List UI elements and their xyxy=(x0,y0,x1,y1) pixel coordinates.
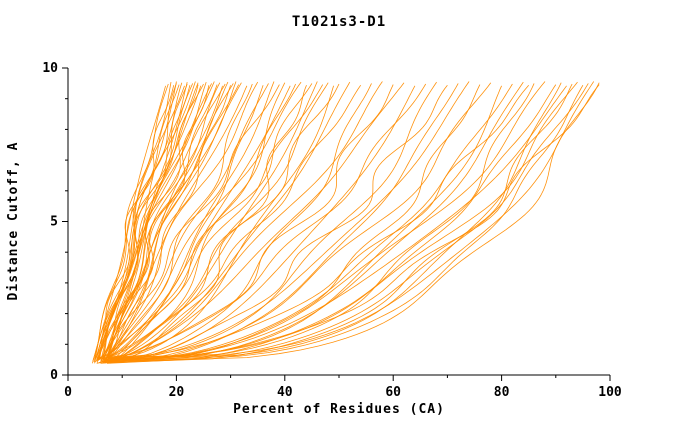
tick-label: 0 xyxy=(50,368,58,383)
tick-label: 40 xyxy=(277,385,293,400)
gdt-curve xyxy=(102,83,177,359)
gdt-curve xyxy=(112,81,578,359)
gdt-curve xyxy=(111,82,562,360)
gdt-curve xyxy=(93,84,180,363)
gdt-curve xyxy=(102,81,302,362)
tick-label: 5 xyxy=(50,215,58,230)
gdt-curve xyxy=(99,82,329,359)
gdt-curve xyxy=(105,85,334,360)
tick-label: 60 xyxy=(385,385,401,400)
gdt-curve xyxy=(92,83,194,362)
gdt-curve xyxy=(105,84,584,361)
gdt-curve xyxy=(94,83,212,364)
gdt-curve xyxy=(103,85,567,362)
gdt-curve xyxy=(98,81,215,360)
gdt-curve xyxy=(97,85,248,362)
tick-label: 20 xyxy=(169,385,185,400)
gdt-curve xyxy=(104,81,524,363)
gdt-curve xyxy=(101,84,362,360)
gdt-curve xyxy=(101,81,546,362)
gdt-curve xyxy=(96,85,264,361)
gdt-curve xyxy=(107,82,199,361)
gdt-curve xyxy=(114,81,595,359)
gdt-curve xyxy=(100,83,459,364)
x-axis-label: Percent of Residues (CA) xyxy=(233,402,445,417)
gdt-curve xyxy=(100,85,416,363)
gdt-curve xyxy=(96,81,196,363)
gdt-curve xyxy=(105,81,470,360)
tick-label: 0 xyxy=(64,385,72,400)
gdt-curve xyxy=(99,83,204,358)
gdt-curve xyxy=(102,83,253,364)
gdt-curve xyxy=(109,82,405,361)
gdt-curve xyxy=(103,81,437,360)
tick-label: 10 xyxy=(42,61,58,76)
gdt-curve xyxy=(112,83,513,361)
gdt-curve xyxy=(102,82,492,364)
gdt-curve xyxy=(107,83,372,362)
y-axis-label: Distance Cutoff, A xyxy=(6,91,22,351)
gdt-curve xyxy=(109,83,573,364)
gdt-curve xyxy=(94,82,242,360)
gdt-curve xyxy=(98,83,234,360)
gdt-curve xyxy=(98,83,313,359)
gdt-curve xyxy=(108,84,324,363)
gdt-curve xyxy=(113,83,535,360)
gdt-curve xyxy=(110,83,589,363)
gdt-curve xyxy=(110,83,340,362)
tick-label: 80 xyxy=(494,385,510,400)
gdt-curve xyxy=(105,83,427,359)
gdt-curve xyxy=(105,85,231,359)
gdt-curve xyxy=(108,84,448,362)
gdt-curve xyxy=(100,85,175,363)
tick-label: 100 xyxy=(598,385,622,400)
y-axis-label-text: Distance Cutoff, A xyxy=(6,141,21,301)
gdt-curve xyxy=(108,85,223,359)
gdt-curve xyxy=(104,84,394,359)
gdt-curve xyxy=(111,82,600,362)
chart-title: T1021s3-D1 xyxy=(291,14,387,30)
gdt-curve xyxy=(110,84,530,359)
gdt-curve xyxy=(97,83,296,360)
gdt-curve xyxy=(101,83,269,363)
gdt-curve xyxy=(96,83,226,361)
gdt-curve xyxy=(99,84,280,360)
gdt-curve xyxy=(103,81,318,361)
gdt-curve xyxy=(101,81,229,363)
gdt-curve xyxy=(108,81,259,359)
gdt-curve xyxy=(98,81,383,364)
gdt-curve xyxy=(100,84,218,362)
gdt-curve xyxy=(106,84,600,360)
gdt-curve xyxy=(106,85,191,360)
gdt-curve xyxy=(106,84,557,364)
gdt-curve xyxy=(111,84,481,362)
